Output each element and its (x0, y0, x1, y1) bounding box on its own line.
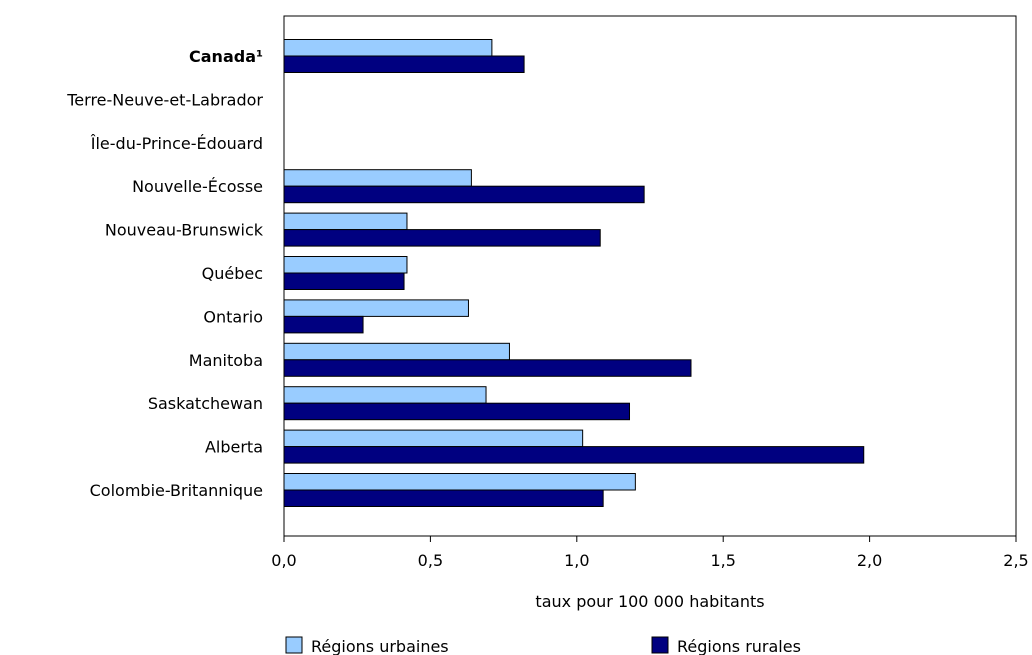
bar-urban-row-3 (283, 169, 472, 187)
category-label-row-3: Nouvelle-Écosse (132, 177, 263, 196)
category-label-row-5: Québec (202, 264, 263, 283)
bar-rural-row-0 (283, 55, 525, 73)
bar-rural-row-3 (283, 185, 645, 204)
x-tick-label-2: 1,0 (564, 551, 589, 570)
category-label-row-7: Manitoba (189, 351, 263, 370)
bar-rural-row-10 (283, 489, 604, 507)
bar-urban-row-8 (283, 386, 487, 404)
bar-urban-row-9 (283, 429, 584, 448)
category-label-row-1: Terre-Neuve-et-Labrador (66, 90, 263, 109)
bar-urban-row-4 (283, 212, 408, 231)
bar-rural-row-5 (283, 272, 405, 290)
bar-rural-row-6 (283, 315, 364, 334)
x-tick-label-0: 0,0 (271, 551, 296, 570)
x-axis-title: taux pour 100 000 habitants (535, 592, 764, 611)
category-labels: Canada¹ Terre-Neuve-et-Labrador Île-du-Pri… (66, 47, 263, 500)
legend-swatch-rural (651, 636, 669, 654)
bar-urban-row-10 (283, 473, 636, 491)
category-label-row-9: Alberta (205, 438, 263, 457)
x-tick-label-3: 1,5 (710, 551, 735, 570)
bar-rural-row-7 (283, 359, 692, 377)
category-label-row-10: Colombie-Britannique (90, 481, 263, 500)
category-label-row-8: Saskatchewan (148, 394, 263, 413)
category-label-row-4: Nouveau-Brunswick (105, 221, 264, 240)
bar-rural-row-8 (283, 402, 631, 421)
x-tick-label-4: 2,0 (857, 551, 882, 570)
plot-frame (283, 15, 1017, 537)
category-label-row-6: Ontario (203, 307, 263, 326)
category-label-row-0: Canada¹ (189, 47, 263, 66)
legend-label-rural: Régions rurales (677, 637, 801, 655)
legend: Régions urbaines Régions rurales (285, 636, 801, 655)
x-tick-label-1: 0,5 (418, 551, 443, 570)
bar-urban-row-7 (283, 342, 510, 361)
bar-rural-row-9 (283, 446, 865, 464)
bar-rural-row-4 (283, 229, 601, 247)
x-axis-ticks: 0,0 0,5 1,0 1,5 2,0 2,5 (271, 536, 1029, 570)
bars-layer (283, 39, 865, 507)
x-tick-label-5: 2,5 (1003, 551, 1028, 570)
legend-swatch-urban (285, 636, 303, 654)
category-label-row-2: Île-du-Prince-Édouard (90, 134, 263, 153)
bar-urban-row-0 (283, 39, 493, 57)
bar-urban-row-5 (283, 256, 408, 274)
bar-urban-row-6 (283, 299, 469, 317)
legend-label-urban: Régions urbaines (311, 637, 449, 655)
